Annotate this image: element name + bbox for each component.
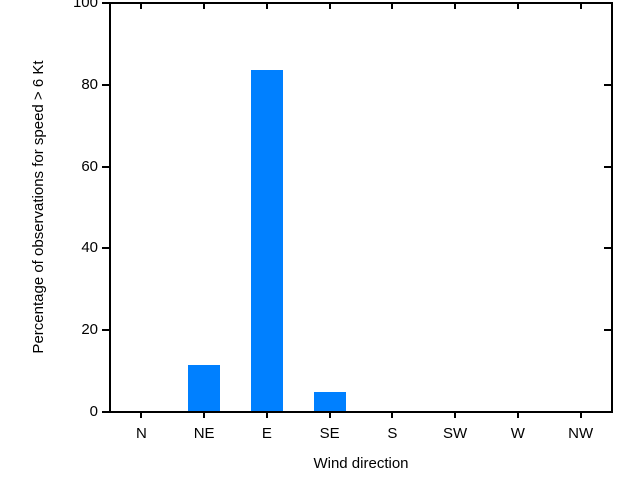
y-tick-label: 60 bbox=[81, 157, 98, 175]
x-tick-label-e: E bbox=[261, 425, 272, 442]
bar-se bbox=[313, 391, 346, 412]
x-tick-mark-top bbox=[454, 4, 457, 9]
y-tick-mark-left bbox=[102, 329, 110, 332]
y-tick-mark-left bbox=[102, 247, 110, 250]
y-tick-label: 40 bbox=[81, 239, 98, 257]
x-tick-mark-bottom bbox=[516, 413, 519, 418]
x-tick-mark-bottom bbox=[265, 413, 268, 418]
x-tick-label-se: SE bbox=[319, 425, 340, 442]
y-tick-mark-right bbox=[604, 329, 612, 332]
x-tick-mark-top bbox=[328, 4, 331, 9]
y-tick-mark-left bbox=[102, 2, 110, 4]
x-tick-mark-top bbox=[516, 4, 519, 9]
x-tick-mark-bottom bbox=[203, 413, 206, 418]
x-tick-mark-bottom bbox=[391, 413, 394, 418]
y-tick-label: 80 bbox=[81, 75, 98, 93]
y-tick-mark-left bbox=[102, 83, 110, 86]
y-tick-mark-left bbox=[102, 411, 110, 413]
y-tick-label: 100 bbox=[72, 0, 98, 11]
x-tick-mark-bottom bbox=[454, 413, 457, 418]
y-tick-mark-left bbox=[102, 165, 110, 168]
x-tick-label-nw: NW bbox=[568, 425, 594, 442]
y-axis-title: Percentage of observations for speed > 6… bbox=[30, 60, 47, 354]
plot-frame bbox=[109, 2, 613, 413]
y-tick-mark-right bbox=[604, 247, 612, 250]
x-tick-mark-top bbox=[579, 4, 582, 9]
x-tick-label-n: N bbox=[135, 425, 147, 442]
x-tick-label-sw: SW bbox=[443, 425, 468, 442]
x-tick-mark-bottom bbox=[579, 413, 582, 418]
x-tick-label-w: W bbox=[510, 425, 525, 442]
x-tick-mark-top bbox=[203, 4, 206, 9]
x-tick-mark-top bbox=[140, 4, 143, 9]
x-tick-mark-top bbox=[265, 4, 268, 9]
y-tick-label: 20 bbox=[81, 321, 98, 339]
bar-ne bbox=[188, 364, 221, 412]
x-tick-mark-top bbox=[391, 4, 394, 9]
y-tick-mark-right bbox=[604, 165, 612, 168]
x-tick-label-ne: NE bbox=[193, 425, 215, 442]
x-axis-title: Wind direction bbox=[313, 455, 409, 472]
x-tick-mark-bottom bbox=[328, 413, 331, 418]
y-tick-mark-right bbox=[604, 83, 612, 86]
y-tick-label: 0 bbox=[89, 403, 98, 420]
x-tick-label-s: S bbox=[387, 425, 398, 442]
bar-e bbox=[250, 69, 283, 412]
x-tick-mark-bottom bbox=[140, 413, 143, 418]
